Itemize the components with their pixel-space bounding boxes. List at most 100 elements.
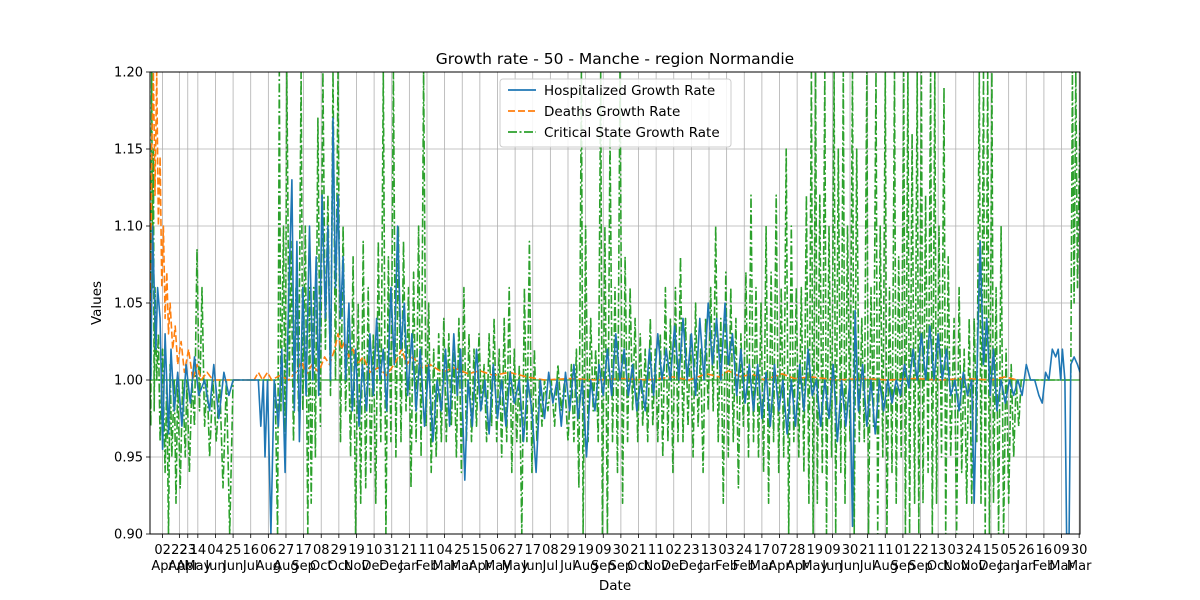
x-tick-label-day: 24 xyxy=(736,543,753,558)
x-tick-label-day: 28 xyxy=(789,543,806,558)
x-tick-label-day: 16 xyxy=(242,543,259,558)
x-tick-label-month: Jan xyxy=(1015,559,1036,574)
x-tick-label-month: Aug xyxy=(273,559,298,574)
x-tick-label-month: Aug xyxy=(873,559,898,574)
legend-label-hospitalized: Hospitalized Growth Rate xyxy=(544,83,715,99)
x-tick-label-month: Sep xyxy=(591,559,616,574)
x-tick-label-month: Jan xyxy=(998,559,1019,574)
y-tick-label: 1.00 xyxy=(114,374,143,389)
x-tick-label-month: Nov xyxy=(961,559,987,574)
x-tick-label-day: 11 xyxy=(648,543,665,558)
x-tick-label-day: 30 xyxy=(613,543,630,558)
series-line-1 xyxy=(150,72,1018,381)
x-tick-label-month: May xyxy=(184,559,211,574)
x-tick-label-day: 22 xyxy=(912,543,929,558)
x-tick-label-day: 09 xyxy=(824,543,841,558)
y-tick-label: 1.15 xyxy=(114,143,143,158)
x-tick-label-month: Feb xyxy=(415,559,438,574)
x-tick-label-day: 30 xyxy=(1071,543,1088,558)
y-axis-label: Values xyxy=(89,281,105,325)
x-tick-label-month: May xyxy=(801,559,828,574)
x-tick-label-day: 17 xyxy=(754,543,771,558)
x-tick-label-day: 02 xyxy=(154,543,171,558)
x-tick-label-month: Sep xyxy=(908,559,933,574)
y-tick-label: 1.05 xyxy=(114,297,143,312)
x-tick-label-month: Jul xyxy=(542,559,559,574)
x-tick-label-month: Sep xyxy=(891,559,916,574)
chart-title: Growth rate - 50 - Manche - region Norma… xyxy=(436,50,794,68)
x-tick-label-day: 02 xyxy=(665,543,682,558)
x-tick-label-day: 08 xyxy=(313,543,330,558)
x-tick-label-month: Oct xyxy=(328,559,350,574)
y-tick-label: 1.10 xyxy=(114,220,143,235)
x-tick-label-month: Sep xyxy=(609,559,634,574)
x-tick-label-month: Dec xyxy=(978,559,1003,574)
x-tick-label-day: 08 xyxy=(542,543,559,558)
x-tick-label-day: 19 xyxy=(806,543,823,558)
x-tick-label-day: 30 xyxy=(842,543,859,558)
x-tick-label-month: Jan xyxy=(698,559,719,574)
x-tick-label-month: Apr xyxy=(168,559,191,574)
x-tick-label-day: 17 xyxy=(524,543,541,558)
x-tick-label-day: 25 xyxy=(454,543,471,558)
x-tick-label-day: 16 xyxy=(1036,543,1053,558)
x-tick-label-day: 26 xyxy=(1018,543,1035,558)
x-tick-label-day: 21 xyxy=(859,543,876,558)
y-tick-label: 1.20 xyxy=(114,66,143,81)
x-tick-label-day: 06 xyxy=(260,543,277,558)
x-tick-label-month: Nov xyxy=(344,559,370,574)
x-tick-label-day: 07 xyxy=(771,543,788,558)
y-axis-ticks: 0.90 0.95 1.00 1.05 1.10 1.15 1.20 xyxy=(114,66,150,543)
x-tick-label-day: 15 xyxy=(983,543,1000,558)
x-tick-label-day: 10 xyxy=(366,543,383,558)
x-tick-label-day: 31 xyxy=(383,543,400,558)
x-tick-label-day: 19 xyxy=(577,543,594,558)
x-tick-label-day: 22 xyxy=(171,543,188,558)
x-tick-label-day: 14 xyxy=(190,543,207,558)
x-tick-label-month: Feb xyxy=(1032,559,1055,574)
x-tick-label-month: Jun xyxy=(522,559,543,574)
x-tick-label-month: Nov xyxy=(643,559,669,574)
series-line-2 xyxy=(150,72,1080,534)
y-tick-label: 0.90 xyxy=(114,528,143,543)
x-tick-label-day: 21 xyxy=(630,543,647,558)
legend-label-deaths: Deaths Growth Rate xyxy=(544,104,680,120)
x-tick-label-day: 25 xyxy=(225,543,242,558)
x-tick-label-day: 03 xyxy=(718,543,735,558)
x-tick-label-day: 29 xyxy=(560,543,577,558)
legend-box xyxy=(499,78,732,148)
x-tick-label-day: 24 xyxy=(965,543,982,558)
x-tick-label-month: Dec xyxy=(679,559,704,574)
x-tick-label-day: 23 xyxy=(683,543,700,558)
x-tick-label-month: Jul xyxy=(242,559,259,574)
x-tick-label-month: Nov xyxy=(943,559,969,574)
x-tick-label-day: 23 xyxy=(179,543,196,558)
legend: Hospitalized Growth Rate Deaths Growth R… xyxy=(499,78,732,148)
x-tick-label-month: Oct xyxy=(627,559,649,574)
x-tick-label-month: Aug xyxy=(256,559,281,574)
x-tick-label-day: 05 xyxy=(1000,543,1017,558)
x-tick-label-month: Jun xyxy=(821,559,842,574)
x-tick-label-day: 17 xyxy=(295,543,312,558)
x-tick-label-day: 04 xyxy=(436,543,453,558)
x-tick-label-day: 13 xyxy=(701,543,718,558)
x-axis-ticks: 02Apr22Apr23Apr14May04Jun25Jun16Jul06Aug… xyxy=(151,534,1092,574)
x-tick-label-day: 04 xyxy=(207,543,224,558)
legend-label-critical: Critical State Growth Rate xyxy=(544,125,720,141)
x-tick-label-month: May xyxy=(502,559,529,574)
x-axis-label: Date xyxy=(599,578,631,594)
x-tick-label-day: 15 xyxy=(472,543,489,558)
x-tick-label-day: 01 xyxy=(895,543,912,558)
x-tick-label-month: Mar xyxy=(1067,559,1092,574)
x-tick-label-month: Oct xyxy=(927,559,949,574)
series-lines xyxy=(150,72,1080,534)
x-tick-label-day: 03 xyxy=(948,543,965,558)
x-tick-label-month: Apr xyxy=(177,559,200,574)
x-tick-label-month: Dec xyxy=(362,559,387,574)
x-tick-label-month: Jan xyxy=(398,559,419,574)
y-tick-label: 0.95 xyxy=(114,451,143,466)
x-tick-label-day: 11 xyxy=(877,543,894,558)
x-tick-label-month: Feb xyxy=(733,559,756,574)
x-tick-label-month: Mar xyxy=(1049,559,1074,574)
